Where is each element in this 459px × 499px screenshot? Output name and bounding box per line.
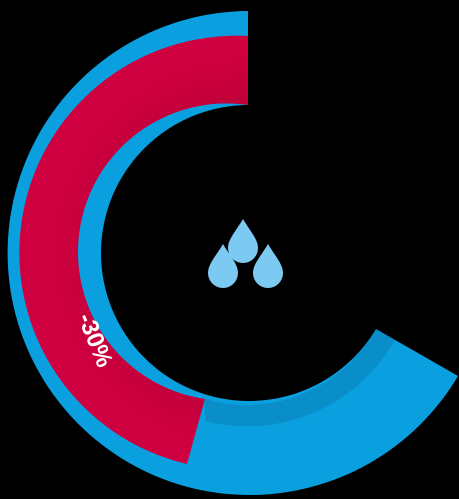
ring-inner-shadow (205, 329, 395, 427)
water-drops-icon (208, 219, 283, 288)
reduction-arc (19, 35, 249, 464)
